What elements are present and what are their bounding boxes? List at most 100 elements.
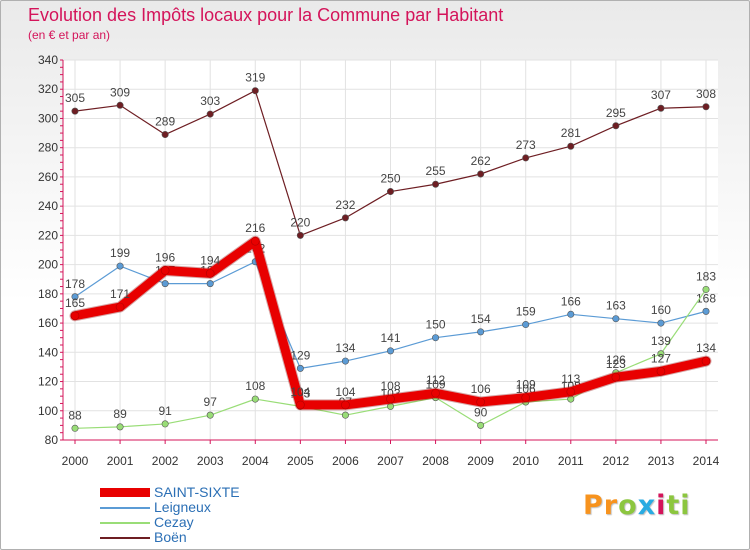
data-point-leigneux bbox=[477, 328, 485, 336]
data-point-bo-n bbox=[386, 188, 394, 196]
data-label-cezay: 109 bbox=[426, 378, 446, 392]
x-tick-label: 2013 bbox=[648, 454, 675, 468]
data-point-leigneux bbox=[612, 315, 620, 323]
data-point-cezay bbox=[702, 285, 710, 293]
y-tick-label: 300 bbox=[38, 111, 58, 125]
y-tick-label: 100 bbox=[38, 404, 58, 418]
data-point-saint-sixte bbox=[611, 372, 621, 382]
data-point-bo-n bbox=[296, 231, 304, 239]
y-tick-label: 260 bbox=[38, 170, 58, 184]
logo-letter: t bbox=[666, 490, 681, 521]
legend-swatch bbox=[100, 536, 150, 539]
x-tick-label: 2008 bbox=[422, 454, 449, 468]
data-label-saint-sixte: 171 bbox=[110, 287, 130, 301]
data-label-saint-sixte: 112 bbox=[426, 373, 445, 387]
data-label-leigneux: 134 bbox=[335, 341, 355, 355]
y-tick-label: 340 bbox=[38, 53, 58, 67]
data-label-bo-n: 232 bbox=[335, 198, 355, 212]
y-tick-label: 240 bbox=[38, 199, 58, 213]
data-label-bo-n: 309 bbox=[110, 85, 130, 99]
data-point-cezay bbox=[341, 411, 349, 419]
x-tick-label: 2011 bbox=[558, 454, 584, 468]
data-label-saint-sixte: 123 bbox=[606, 357, 626, 371]
logo-letter: P bbox=[583, 490, 604, 521]
legend-label: Boën bbox=[154, 529, 187, 545]
data-label-cezay: 89 bbox=[113, 407, 127, 421]
chart-title: Evolution des Impôts locaux pour la Comm… bbox=[28, 5, 504, 25]
data-point-cezay bbox=[477, 421, 485, 429]
data-point-saint-sixte bbox=[386, 394, 395, 404]
data-point-leigneux bbox=[116, 262, 124, 270]
data-point-bo-n bbox=[612, 122, 620, 130]
x-tick-label: 2003 bbox=[197, 454, 224, 468]
data-label-bo-n: 220 bbox=[290, 215, 310, 229]
data-point-saint-sixte bbox=[566, 387, 576, 397]
data-point-bo-n bbox=[477, 170, 485, 178]
data-point-saint-sixte bbox=[205, 269, 215, 278]
data-label-saint-sixte: 196 bbox=[155, 250, 175, 264]
x-tick-label: 2007 bbox=[377, 454, 404, 468]
data-point-bo-n bbox=[522, 154, 530, 162]
data-label-leigneux: 159 bbox=[516, 305, 536, 319]
data-point-bo-n bbox=[432, 180, 440, 188]
data-label-leigneux: 141 bbox=[380, 331, 400, 345]
data-label-bo-n: 273 bbox=[516, 138, 536, 152]
x-tick-label: 2014 bbox=[693, 454, 720, 468]
data-point-leigneux bbox=[296, 364, 304, 372]
data-label-bo-n: 289 bbox=[155, 115, 175, 129]
y-tick-label: 140 bbox=[38, 345, 58, 359]
proxiti-logo: Proxiti bbox=[583, 490, 691, 521]
data-label-bo-n: 281 bbox=[561, 126, 581, 140]
data-point-saint-sixte bbox=[476, 397, 485, 407]
legend-label: Cezay bbox=[154, 514, 194, 530]
data-label-leigneux: 154 bbox=[471, 312, 491, 326]
data-point-saint-sixte bbox=[70, 311, 80, 321]
data-point-bo-n bbox=[657, 104, 665, 112]
data-point-leigneux bbox=[161, 280, 169, 288]
data-label-saint-sixte: 194 bbox=[200, 253, 220, 267]
data-point-leigneux bbox=[386, 347, 394, 355]
data-label-saint-sixte: 106 bbox=[471, 382, 491, 396]
x-tick-label: 2004 bbox=[242, 454, 269, 468]
data-label-leigneux: 199 bbox=[110, 246, 130, 260]
legend-item: Boën bbox=[100, 530, 240, 545]
x-tick-label: 2002 bbox=[152, 454, 179, 468]
data-point-saint-sixte bbox=[521, 393, 531, 402]
data-point-cezay bbox=[116, 423, 124, 431]
data-point-leigneux bbox=[341, 357, 349, 365]
data-point-bo-n bbox=[206, 110, 214, 118]
y-tick-label: 200 bbox=[38, 258, 58, 272]
data-label-bo-n: 308 bbox=[696, 87, 716, 101]
data-point-bo-n bbox=[161, 131, 169, 139]
data-point-bo-n bbox=[702, 103, 710, 111]
legend-item: Cezay bbox=[100, 515, 240, 530]
x-tick-label: 2012 bbox=[603, 454, 630, 468]
logo-letter: x bbox=[637, 490, 657, 521]
legend-swatch bbox=[100, 506, 150, 509]
x-tick-label: 2006 bbox=[332, 454, 359, 468]
data-point-bo-n bbox=[251, 87, 259, 95]
data-label-saint-sixte: 109 bbox=[516, 378, 536, 392]
data-point-leigneux bbox=[432, 334, 440, 342]
x-tick-label: 2000 bbox=[62, 454, 89, 468]
data-label-bo-n: 319 bbox=[245, 71, 265, 85]
data-point-cezay bbox=[657, 350, 665, 358]
data-label-leigneux: 168 bbox=[696, 291, 716, 305]
y-tick-label: 80 bbox=[45, 433, 59, 447]
data-point-cezay bbox=[206, 411, 214, 419]
legend-swatch bbox=[100, 521, 150, 524]
data-point-saint-sixte bbox=[656, 367, 666, 376]
data-label-bo-n: 255 bbox=[426, 164, 446, 178]
data-label-bo-n: 250 bbox=[380, 172, 400, 186]
data-label-leigneux: 150 bbox=[426, 318, 446, 332]
data-label-cezay: 183 bbox=[696, 269, 716, 283]
data-label-bo-n: 307 bbox=[651, 88, 671, 102]
legend-label: Leigneux bbox=[154, 499, 211, 515]
data-label-cezay: 90 bbox=[474, 405, 488, 419]
data-point-saint-sixte bbox=[250, 236, 260, 246]
data-label-saint-sixte: 113 bbox=[561, 372, 580, 386]
data-point-saint-sixte bbox=[431, 388, 440, 398]
data-label-cezay: 88 bbox=[68, 408, 82, 422]
data-point-leigneux bbox=[567, 310, 575, 318]
